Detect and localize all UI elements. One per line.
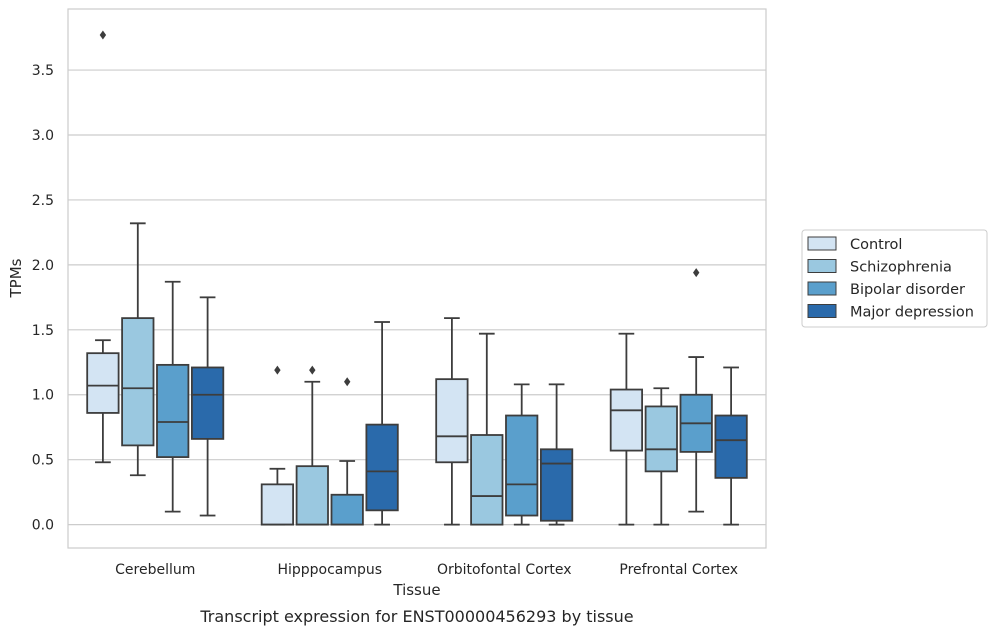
box-iqr (609, 388, 644, 452)
outlier-point (274, 365, 281, 375)
box-control (609, 332, 644, 526)
x-tick-label: Hipppocampus (277, 562, 382, 578)
box-iqr (295, 465, 329, 526)
x-axis-label: Tissue (392, 581, 440, 599)
legend-swatch (807, 236, 837, 251)
x-axis-ticks: Cerebellum Hipppocampus Orbitofontal Corte… (115, 562, 738, 578)
box-schizophrenia (295, 365, 329, 526)
box-major-depression (190, 296, 225, 517)
box-schizophrenia (470, 332, 504, 526)
box-iqr (435, 378, 469, 464)
outlier-point (99, 30, 107, 40)
box-major-depression (539, 383, 574, 526)
x-tick-label: Orbitofontal Cortex (437, 562, 572, 578)
legend-label: Bipolar disorder (850, 282, 965, 298)
y-tick-label: 2.5 (32, 193, 54, 209)
legend-label: Major depression (850, 305, 974, 321)
box-control (86, 30, 120, 464)
box-iqr (714, 414, 748, 479)
legend-swatch (807, 259, 837, 273)
box-iqr (260, 483, 295, 526)
box-major-depression (714, 366, 748, 526)
legend-label: Control (850, 237, 902, 253)
outlier-point (309, 365, 316, 375)
box-iqr (86, 352, 120, 414)
legend-swatch (807, 281, 837, 296)
box-major-depression (365, 321, 399, 526)
box-bipolar-disorder (330, 377, 364, 526)
x-tick-label: Prefrontal Cortex (619, 562, 738, 578)
y-tick-label: 2.0 (32, 258, 54, 274)
box-iqr (470, 434, 504, 526)
legend-swatch (807, 304, 837, 318)
outlier-point (693, 268, 700, 278)
y-tick-label: 0.0 (32, 518, 54, 534)
box-schizophrenia (644, 387, 678, 526)
y-tick-label: 3.0 (32, 128, 54, 144)
box-bipolar-disorder (156, 280, 190, 513)
outlier-point (344, 377, 351, 387)
box-iqr (190, 366, 225, 440)
legend-label: Schizophrenia (850, 260, 952, 276)
box-iqr (121, 317, 155, 447)
y-tick-label: 1.5 (32, 323, 54, 339)
box-schizophrenia (121, 222, 155, 477)
box-bipolar-disorder (505, 383, 539, 526)
box-iqr (156, 363, 190, 458)
box-bipolar-disorder (679, 268, 713, 513)
legend: Control Schizophrenia Bipolar disorder Majo… (801, 229, 988, 328)
box-plot-marks (86, 30, 748, 526)
x-tick-label: Cerebellum (115, 562, 195, 578)
box-iqr (330, 493, 364, 526)
y-tick-label: 0.5 (32, 453, 54, 469)
box-iqr (644, 405, 678, 473)
chart-caption: Transcript expression for ENST0000045629… (199, 607, 633, 626)
box-iqr (365, 423, 399, 512)
y-tick-label: 3.5 (32, 63, 54, 79)
y-axis-label: TPMs (7, 258, 25, 298)
box-iqr (505, 414, 539, 517)
y-tick-label: 1.0 (32, 388, 54, 404)
box-control (435, 317, 469, 526)
box-control (260, 365, 295, 526)
box-iqr (539, 448, 574, 522)
plot-area-frame (67, 8, 767, 549)
legend-frame (801, 229, 988, 328)
y-axis-ticks: 0.0 0.5 1.0 1.5 2.0 2.5 3.0 3.5 (32, 63, 54, 534)
